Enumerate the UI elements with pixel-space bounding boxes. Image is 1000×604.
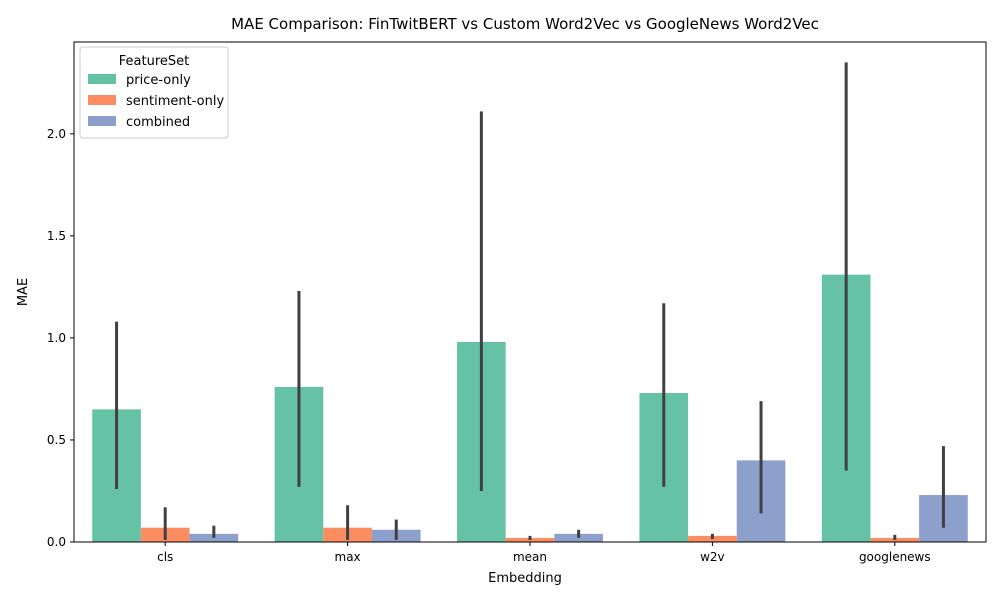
x-tick-label: max (335, 550, 361, 564)
x-tick-label: cls (157, 550, 173, 564)
legend-title: FeatureSet (119, 54, 189, 69)
legend-swatch-price-only (88, 74, 116, 84)
bars-layer (92, 274, 968, 542)
bar-combined-cls (189, 533, 239, 542)
y-tick-label: 1.0 (47, 331, 66, 345)
legend-swatch-sentiment-only (88, 95, 116, 105)
x-axis: cls max mean w2v googlenews (157, 542, 931, 564)
bar-combined-mean (554, 533, 603, 542)
error-bars-layer (115, 62, 945, 540)
y-axis: 0.0 0.5 1.0 1.5 2.0 (47, 127, 74, 549)
x-axis-label: Embedding (488, 571, 562, 586)
y-tick-label: 1.5 (47, 229, 66, 243)
legend: FeatureSet price-only sentiment-only combin… (79, 46, 229, 139)
chart-title: MAE Comparison: FinTwitBERT vs Custom Wo… (231, 15, 819, 33)
y-axis-label: MAE (16, 278, 31, 306)
y-tick-label: 0.5 (47, 433, 66, 447)
y-tick-label: 0.0 (47, 535, 66, 549)
legend-label-price-only: price-only (126, 73, 191, 88)
legend-swatch-combined (88, 116, 116, 126)
legend-frame (79, 46, 229, 139)
y-tick-label: 2.0 (47, 127, 66, 141)
x-tick-label: mean (513, 550, 547, 564)
legend-label-sentiment-only: sentiment-only (126, 94, 224, 109)
x-tick-label: googlenews (859, 550, 931, 564)
x-tick-label: w2v (700, 550, 725, 564)
legend-label-combined: combined (126, 115, 190, 130)
